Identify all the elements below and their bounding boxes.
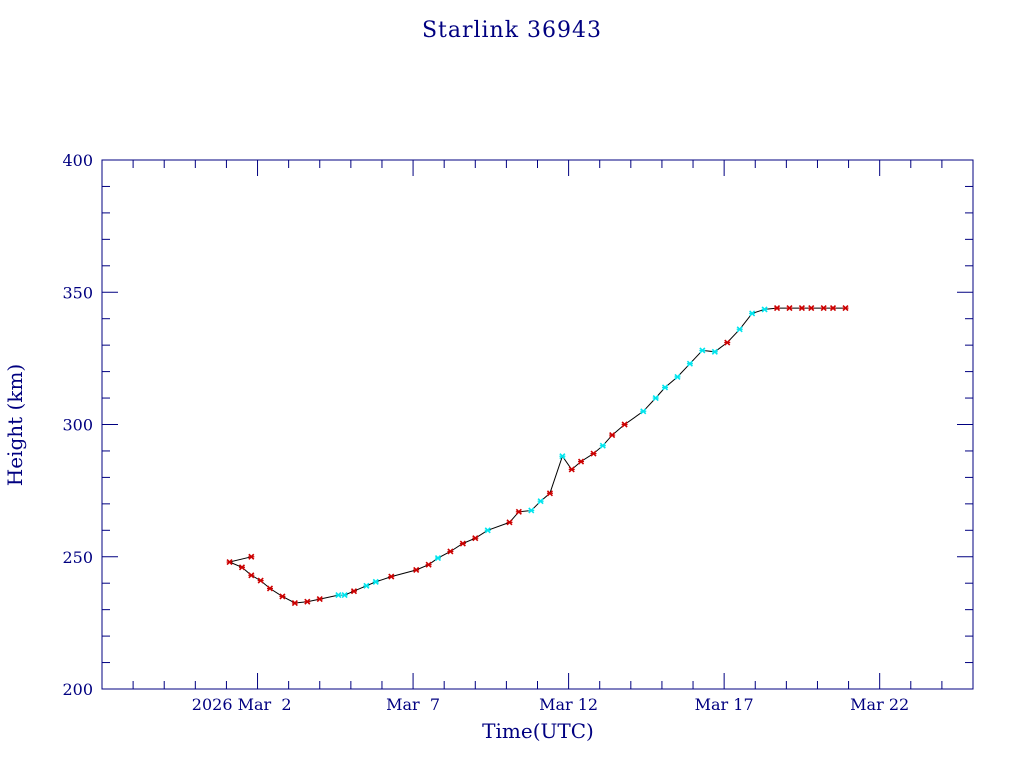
data-point xyxy=(621,421,628,428)
data-point xyxy=(447,548,454,555)
data-point xyxy=(686,360,693,367)
x-tick-label: Mar 22 xyxy=(850,695,909,714)
data-point xyxy=(291,599,298,607)
data-point xyxy=(674,373,681,380)
data-point xyxy=(699,347,706,354)
data-point xyxy=(425,561,432,568)
data-point xyxy=(341,592,348,599)
y-axis-label: Height (km) xyxy=(3,364,27,486)
data-point xyxy=(640,408,647,415)
plot-frame xyxy=(101,159,974,690)
data-points xyxy=(226,305,849,607)
data-point xyxy=(238,564,246,571)
data-point xyxy=(808,305,815,312)
data-point xyxy=(599,442,606,449)
data-point xyxy=(266,585,274,592)
x-tick-labels: 2026 Mar 2 Mar 7 Mar 12 Mar 17 Mar 22 xyxy=(192,695,909,714)
x-tick-label: Mar 17 xyxy=(695,695,754,714)
y-tick-label: 400 xyxy=(62,151,93,170)
data-point xyxy=(820,305,827,312)
data-point xyxy=(434,555,442,562)
x-tick-label: Mar 12 xyxy=(539,695,598,714)
data-point xyxy=(248,572,255,579)
data-point xyxy=(761,306,768,313)
data-point xyxy=(335,592,342,599)
data-point xyxy=(773,305,781,312)
data-point xyxy=(363,582,370,589)
y-tick-label: 200 xyxy=(62,680,93,699)
data-point xyxy=(829,305,837,312)
data-point xyxy=(484,527,491,534)
data-point xyxy=(515,508,522,515)
data-point xyxy=(559,453,566,460)
data-point xyxy=(304,598,311,605)
data-point xyxy=(226,558,233,566)
data-point xyxy=(257,577,264,584)
data-point xyxy=(528,507,535,514)
axis-ticks xyxy=(101,159,974,690)
data-point xyxy=(372,578,379,585)
data-point xyxy=(472,535,479,542)
data-point xyxy=(413,566,420,574)
data-point xyxy=(842,305,849,312)
data-point xyxy=(506,519,513,526)
data-point xyxy=(459,540,466,547)
chart-title: Starlink 36943 xyxy=(422,18,602,43)
data-point xyxy=(749,310,756,317)
x-tick-label: Mar 7 xyxy=(386,695,440,714)
y-tick-label: 350 xyxy=(62,283,93,302)
data-point xyxy=(248,553,255,560)
data-point xyxy=(568,466,575,473)
x-axis-label: Time(UTC) xyxy=(482,719,594,743)
data-point xyxy=(661,384,669,391)
series-line xyxy=(227,307,846,604)
data-point xyxy=(711,348,718,355)
data-point xyxy=(546,490,554,497)
data-point xyxy=(590,450,597,457)
data-point xyxy=(652,394,659,402)
data-point xyxy=(609,432,616,439)
data-point xyxy=(316,596,323,603)
data-point xyxy=(736,326,743,333)
x-tick-label: 2026 Mar 2 xyxy=(192,695,292,714)
y-tick-label: 250 xyxy=(62,548,93,567)
data-point xyxy=(724,339,731,346)
data-point xyxy=(537,498,544,505)
data-point xyxy=(577,458,585,465)
y-tick-label: 300 xyxy=(62,416,93,435)
y-tick-labels: 200 250 300 350 400 xyxy=(62,151,93,699)
data-point xyxy=(786,305,793,312)
data-point xyxy=(350,588,358,595)
data-point xyxy=(279,593,286,600)
data-point xyxy=(388,573,395,580)
data-point xyxy=(798,305,805,312)
